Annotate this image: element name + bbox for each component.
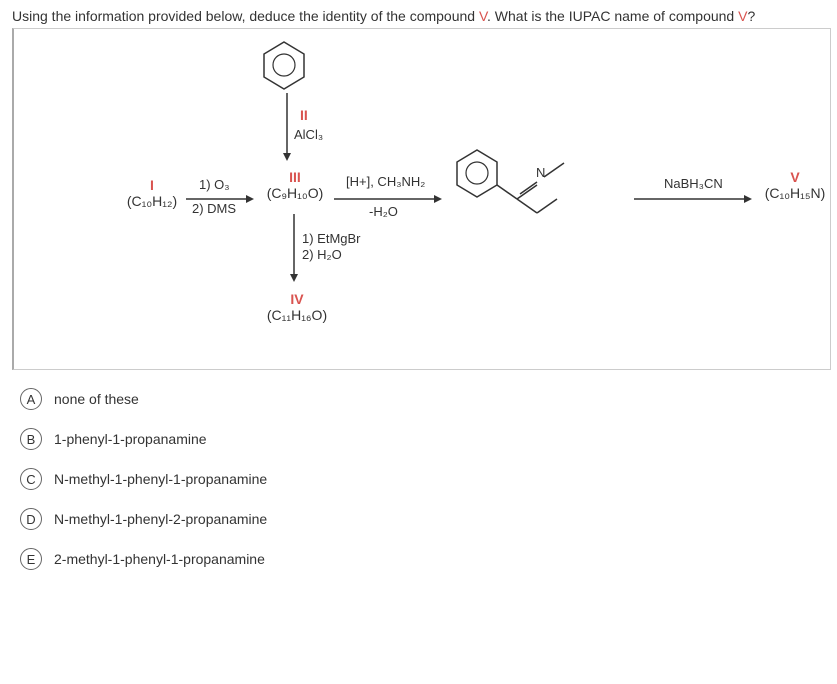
option-A-text: none of these [54, 391, 139, 407]
compound-I: I (C₁₀H₁₂) [122, 177, 182, 209]
arrow-III-imine-bottom: -H₂O [369, 204, 398, 219]
compound-IV: IV (C₁₁H₁₆O) [262, 291, 332, 323]
option-A[interactable]: A none of these [20, 388, 825, 410]
compound-V: V (C₁₀H₁₅N) [760, 169, 830, 201]
arrow-imine-V [634, 194, 754, 204]
arrow-III-imine [334, 194, 444, 204]
option-A-letter: A [20, 388, 42, 410]
option-D[interactable]: D N-methyl-1-phenyl-2-propanamine [20, 508, 825, 530]
option-E[interactable]: E 2-methyl-1-phenyl-1-propanamine [20, 548, 825, 570]
formula-III: (C₉H₁₀O) [260, 185, 330, 201]
arrow-I-III-bottom: 2) DMS [192, 201, 236, 216]
benzene-icon [259, 39, 309, 94]
arrow-I-III-top: 1) O₃ [199, 177, 230, 192]
arrow-imine-V-top: NaBH₃CN [664, 176, 723, 191]
option-B-text: 1-phenyl-1-propanamine [54, 431, 207, 447]
q-prefix: Using the information provided below, de… [12, 8, 479, 24]
answer-options: A none of these B 1-phenyl-1-propanamine… [0, 370, 837, 600]
option-B-letter: B [20, 428, 42, 450]
option-E-letter: E [20, 548, 42, 570]
arrow-III-IV-line2: 2) H₂O [302, 247, 342, 262]
label-I: I [122, 177, 182, 193]
label-II: II [300, 107, 308, 123]
formula-V: (C₁₀H₁₅N) [760, 185, 830, 201]
arrow-III-IV [289, 214, 299, 284]
imine-n-label: N [536, 165, 545, 180]
formula-I: (C₁₀H₁₂) [122, 193, 182, 209]
arrow-III-imine-top: [H+], CH₃NH₂ [346, 174, 425, 189]
imine-structure [452, 127, 632, 237]
arrow-III-IV-line1: 1) EtMgBr [302, 231, 361, 246]
formula-IV: (C₁₁H₁₆O) [262, 307, 332, 323]
option-C[interactable]: C N-methyl-1-phenyl-1-propanamine [20, 468, 825, 490]
option-D-text: N-methyl-1-phenyl-2-propanamine [54, 511, 267, 527]
option-E-text: 2-methyl-1-phenyl-1-propanamine [54, 551, 265, 567]
q-suffix: ? [747, 8, 755, 24]
compound-III: III (C₉H₁₀O) [260, 169, 330, 201]
option-C-letter: C [20, 468, 42, 490]
option-B[interactable]: B 1-phenyl-1-propanamine [20, 428, 825, 450]
label-V: V [760, 169, 830, 185]
option-C-text: N-methyl-1-phenyl-1-propanamine [54, 471, 267, 487]
compound-II-label: II [300, 107, 308, 123]
q-mid: . What is the IUPAC name of compound [487, 8, 738, 24]
reagent-alcl3: AlCl₃ [294, 127, 323, 142]
option-D-letter: D [20, 508, 42, 530]
question-text: Using the information provided below, de… [0, 0, 837, 28]
label-III: III [260, 169, 330, 185]
reaction-scheme: II AlCl₃ I (C₁₀H₁₂) 1) O₃ 2) DMS III (C₉… [12, 28, 831, 370]
label-IV: IV [262, 291, 332, 307]
arrow-II-down [282, 93, 292, 163]
q-red1: V [479, 8, 487, 24]
